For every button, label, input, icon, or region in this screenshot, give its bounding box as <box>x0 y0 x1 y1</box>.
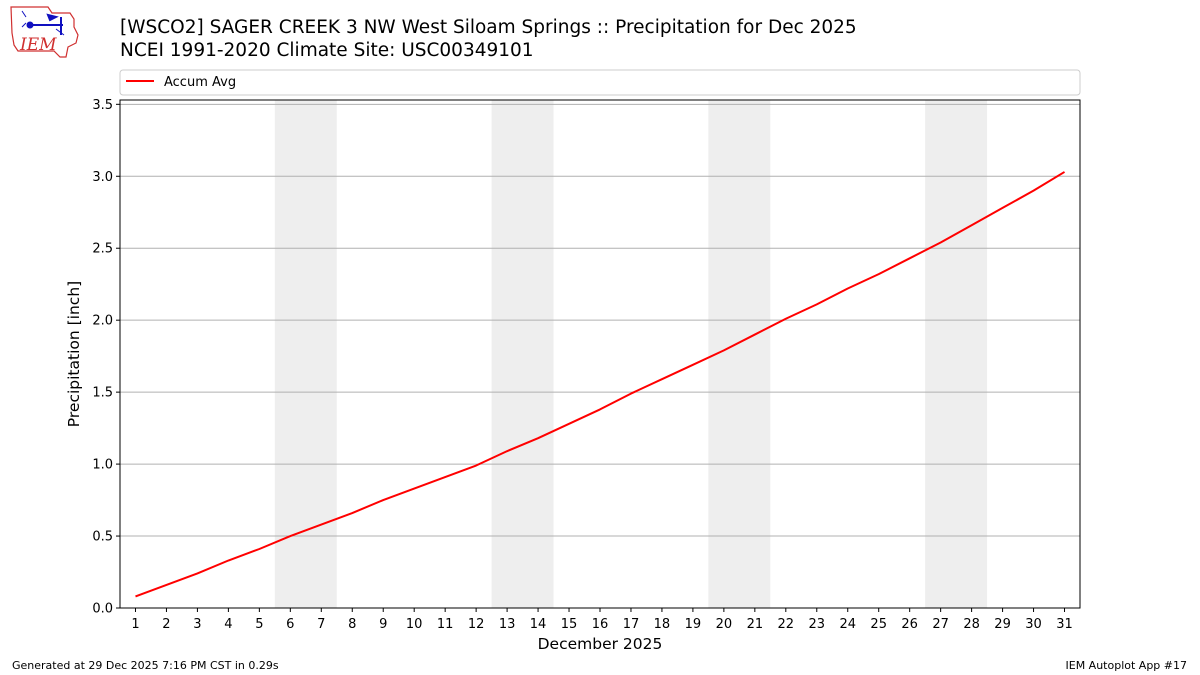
x-tick-label-21: 22 <box>778 617 795 632</box>
generated-timestamp: Generated at 29 Dec 2025 7:16 PM CST in … <box>12 659 279 672</box>
y-axis-label: Precipitation [inch] <box>65 281 83 427</box>
x-tick-label-30: 31 <box>1056 617 1073 632</box>
y-tick-label-6: 3.0 <box>92 170 113 185</box>
y-tick-label-4: 2.0 <box>92 314 113 329</box>
x-tick-label-12: 13 <box>499 617 516 632</box>
y-tick-label-7: 3.5 <box>92 98 113 113</box>
y-tick-label-3: 1.5 <box>92 386 113 401</box>
x-tick-label-25: 26 <box>901 617 918 632</box>
x-tick-label-8: 9 <box>379 617 387 632</box>
iem-logo-icon: IEM <box>10 6 79 58</box>
y-tick-label-2: 1.0 <box>92 458 113 473</box>
x-tick-label-28: 29 <box>994 617 1011 632</box>
chart-title: [WSCO2] SAGER CREEK 3 NW West Siloam Spr… <box>120 17 857 38</box>
x-tick-label-27: 28 <box>963 617 980 632</box>
x-tick-label-19: 20 <box>716 617 733 632</box>
x-tick-label-0: 1 <box>131 617 139 632</box>
weekend-band-3 <box>925 100 988 608</box>
weekend-band-1 <box>491 100 554 608</box>
x-tick-label-5: 6 <box>286 617 294 632</box>
legend-box <box>119 69 1081 96</box>
x-tick-label-15: 16 <box>592 617 609 632</box>
y-tick-label-0: 0.0 <box>92 602 113 617</box>
series-line-accum-avg <box>135 171 1066 598</box>
x-axis-label: December 2025 <box>538 635 663 653</box>
legend-label-accum-avg: Accum Avg <box>164 75 236 90</box>
x-tick-label-24: 25 <box>870 617 887 632</box>
x-tick-label-20: 21 <box>747 617 764 632</box>
x-tick-label-6: 7 <box>317 617 325 632</box>
legend: Accum Avg <box>119 69 1081 96</box>
x-tick-label-22: 23 <box>809 617 826 632</box>
x-tick-label-7: 8 <box>348 617 356 632</box>
x-tick-label-17: 18 <box>654 617 671 632</box>
x-tick-label-2: 3 <box>193 617 201 632</box>
x-tick-label-9: 10 <box>406 617 423 632</box>
app-id-label: IEM Autoplot App #17 <box>1065 659 1188 672</box>
chart-subtitle: NCEI 1991-2020 Climate Site: USC00349101 <box>120 40 534 61</box>
y-tick-label-5: 2.5 <box>92 242 113 257</box>
x-tick-label-18: 19 <box>685 617 702 632</box>
iem-logo-text: IEM <box>19 35 57 55</box>
x-tick-label-13: 14 <box>530 617 547 632</box>
x-tick-label-26: 27 <box>932 617 949 632</box>
y-tick-label-1: 0.5 <box>92 530 113 545</box>
x-tick-label-29: 30 <box>1025 617 1042 632</box>
x-tick-label-11: 12 <box>468 617 485 632</box>
x-tick-label-10: 11 <box>437 617 454 632</box>
x-tick-label-16: 17 <box>623 617 640 632</box>
x-tick-label-23: 24 <box>839 617 856 632</box>
x-tick-label-4: 5 <box>255 617 263 632</box>
x-tick-label-14: 15 <box>561 617 578 632</box>
x-tick-label-3: 4 <box>224 617 232 632</box>
weekend-band-2 <box>708 100 771 608</box>
x-tick-label-1: 2 <box>162 617 170 632</box>
